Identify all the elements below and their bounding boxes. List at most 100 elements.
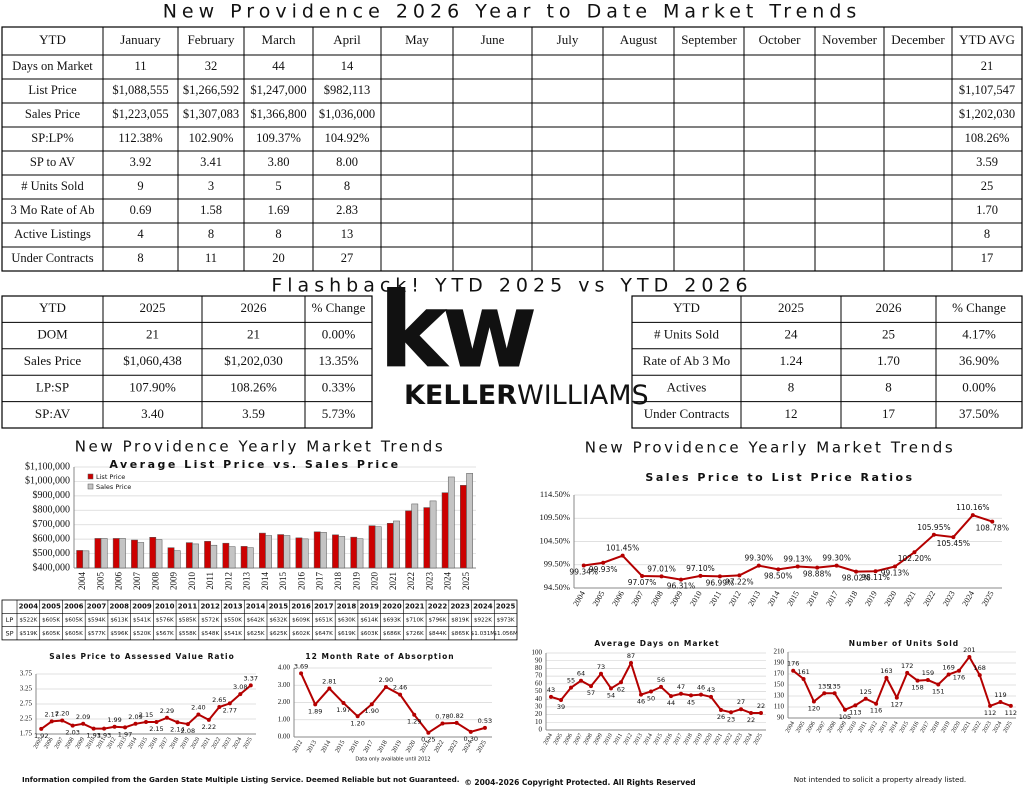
cell: $1,202,030 [224, 353, 283, 368]
value-label: 159 [922, 669, 934, 677]
value-label: 125 [860, 688, 872, 696]
bar [429, 500, 437, 569]
table-header: May [405, 32, 429, 47]
point [112, 724, 117, 729]
value-label: 99.93% [589, 565, 618, 574]
cell: $1,060,438 [123, 353, 182, 368]
x-tick-label: 2007 [54, 737, 65, 750]
x-tick-label: 2024 [232, 737, 243, 750]
chart-title: Average Days on Market [594, 639, 719, 648]
point [175, 720, 180, 725]
table-border [1, 26, 1023, 272]
value-label: 2.17 [44, 710, 58, 718]
cell: 13.35% [318, 353, 358, 368]
y-tick-label: 60 [535, 679, 543, 687]
point [1008, 703, 1013, 708]
table-header: 2026 [241, 300, 268, 315]
value-label: 110.16% [956, 503, 989, 512]
x-tick-label: 2021 [961, 721, 972, 734]
cell-avg: 1.70 [976, 203, 998, 217]
bar [185, 542, 193, 569]
table-header: August [620, 32, 658, 47]
cell: 104.92% [325, 131, 370, 145]
table-header: June [481, 32, 505, 47]
x-tick-label: 2010 [187, 572, 197, 591]
value-label: 96.31% [667, 582, 696, 591]
table-header: October [759, 32, 802, 47]
point [454, 720, 459, 725]
data-table-year: 2010 [155, 603, 175, 611]
bar [204, 541, 211, 569]
y-tick-label: 70 [535, 672, 543, 680]
y-tick-label: 94.50% [544, 582, 570, 592]
table-header: January [120, 32, 161, 47]
value-label: 0.53 [478, 717, 492, 725]
cell-avg: 17 [981, 251, 994, 265]
bar [100, 538, 108, 569]
point [341, 701, 346, 706]
row-label: # Units Sold [21, 179, 84, 193]
value-label: 98.11% [861, 573, 890, 582]
point [440, 721, 445, 726]
cell: $1,088,555 [112, 83, 168, 97]
x-tick-label: 2006 [114, 572, 124, 591]
point [482, 725, 487, 730]
x-tick-label: 2015 [899, 721, 910, 734]
value-label: 176 [953, 674, 965, 682]
value-label: 151 [932, 687, 944, 695]
value-label: 113 [849, 708, 861, 716]
table-header: 2025 [140, 300, 166, 315]
value-label: 176 [787, 660, 799, 668]
point [39, 726, 44, 731]
x-tick-label: 2020 [703, 733, 714, 746]
point [756, 563, 761, 568]
point [811, 699, 816, 704]
row-label: SP:LP% [31, 131, 73, 145]
y-tick-label: 99.50% [544, 559, 570, 569]
point [709, 694, 713, 699]
table-header: September [681, 32, 737, 47]
table-header: 2025 [778, 300, 804, 315]
x-tick-label: 2021 [201, 737, 212, 750]
data-table-year: 2019 [360, 603, 380, 611]
bar [240, 546, 248, 569]
x-tick-label: 2005 [33, 737, 44, 750]
value-label: 22 [757, 702, 765, 710]
point [185, 722, 190, 727]
row-label: SP:AV [35, 406, 71, 421]
value-label: 2.90 [379, 676, 393, 684]
data-table-value: $576K [156, 617, 174, 623]
point [854, 569, 859, 574]
point [581, 563, 586, 568]
cell-avg: $1,202,030 [959, 107, 1015, 121]
page-title: New Providence 2026 Year to Date Market … [163, 1, 862, 23]
x-tick-label: 2022 [211, 737, 222, 750]
bar [466, 473, 473, 569]
data-table-value: $550K [224, 617, 242, 623]
table-header: % Change [952, 300, 1006, 315]
data-table-value: $541K [133, 617, 151, 623]
line [792, 655, 1012, 712]
point [238, 692, 243, 697]
line [550, 660, 761, 715]
x-tick-label: 2016 [909, 721, 920, 734]
x-tick-label: 2025 [753, 733, 764, 746]
x-tick-label: 2005 [795, 721, 806, 734]
point [894, 695, 899, 700]
data-table-value: $865K [451, 631, 469, 637]
point [679, 577, 683, 582]
y-tick-label: 104.50% [540, 535, 570, 545]
bar [222, 542, 230, 569]
y-tick-label: 2.00 [278, 698, 291, 706]
value-label: 2.08 [181, 727, 195, 735]
y-tick-label: 2.25 [20, 715, 33, 723]
bar [332, 534, 339, 569]
x-tick-label: 2014 [260, 572, 270, 591]
data-table-value: $605K [42, 631, 60, 637]
row-label: Sales Price [25, 107, 81, 121]
bar [82, 550, 90, 569]
point [776, 567, 781, 572]
x-tick-label: 2005 [553, 733, 564, 746]
cell: 0.00% [322, 327, 356, 342]
point [144, 720, 148, 724]
